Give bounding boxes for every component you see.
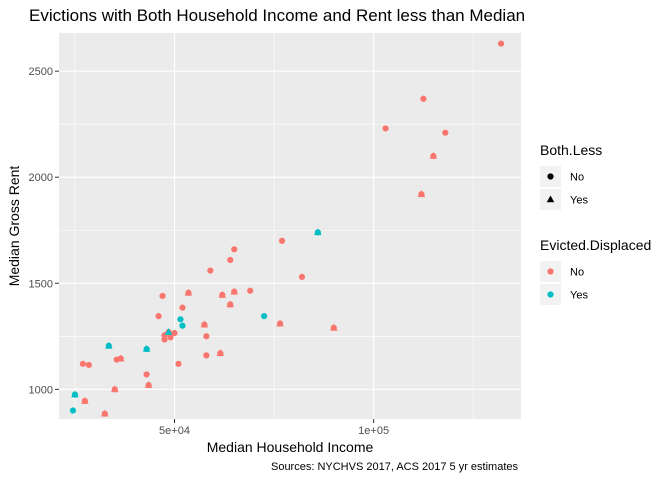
data-point-triangle (226, 300, 235, 308)
data-point-circle (179, 322, 186, 329)
data-point-circle (155, 313, 162, 320)
legend-title: Evicted.Displaced (540, 237, 651, 253)
data-point-triangle (314, 228, 322, 236)
legend-1: Evicted.Displaced No Yes (540, 237, 651, 305)
chart-title: Evictions with Both Household Income and… (29, 6, 525, 25)
data-point-circle (143, 371, 150, 378)
legend-title: Both.Less (540, 142, 602, 158)
plot-panel (59, 33, 521, 419)
data-point-triangle (71, 390, 79, 398)
data-point-triangle (230, 287, 239, 295)
data-point-triangle (200, 320, 209, 328)
data-point-circle (171, 330, 178, 337)
grid-lines (59, 33, 521, 419)
data-point-circle (85, 361, 92, 369)
data-point-circle (442, 129, 449, 136)
data-point-triangle (218, 290, 227, 298)
data-point-circle (227, 256, 234, 264)
legend-0: Both.Less No Yes (540, 142, 602, 210)
data-point-triangle (429, 152, 438, 159)
data-point-circle (207, 267, 214, 274)
data-point-circle (179, 304, 186, 311)
x-tick-label: 1e+05 (358, 425, 389, 437)
y-tick-label: 1000 (29, 384, 53, 396)
legends: Both.Less No Yes Evicted.Displaced No Yes (540, 142, 651, 305)
data-point-triangle (144, 381, 153, 388)
data-point-circle (420, 95, 427, 102)
legend-key-triangle (546, 195, 555, 203)
data-point-triangle (417, 190, 426, 197)
data-point-circle (161, 336, 168, 343)
data-point-circle (298, 273, 306, 281)
data-point-circle (167, 334, 174, 341)
data-points (69, 40, 505, 417)
data-point-circle (159, 292, 166, 300)
data-point-triangle (101, 409, 109, 417)
legend-key-color (547, 268, 554, 275)
x-tick-label: 5e+04 (159, 425, 190, 437)
data-point-circle (203, 352, 210, 359)
data-point-circle (177, 316, 184, 323)
legend-key-circle (547, 173, 554, 180)
data-point-triangle (216, 349, 225, 357)
y-tick-label: 2000 (29, 172, 53, 184)
data-point-triangle (116, 354, 125, 362)
legend-key-color (547, 291, 554, 298)
caption: Sources: NYCHVS 2017, ACS 2017 5 yr esti… (271, 461, 519, 473)
data-point-triangle (276, 319, 284, 327)
data-point-circle (69, 407, 77, 414)
legend-label: No (570, 172, 584, 184)
legend-label: No (570, 267, 584, 279)
data-point-circle (79, 360, 86, 367)
data-point-triangle (104, 341, 113, 349)
y-tick-label: 2500 (29, 66, 53, 78)
data-point-circle (203, 333, 210, 340)
data-point-triangle (330, 323, 338, 331)
data-point-circle (278, 237, 286, 244)
data-point-circle (382, 125, 389, 132)
data-point-triangle (110, 385, 119, 393)
x-axis-title: Median Household Income (207, 439, 374, 455)
legend-label: Yes (570, 290, 588, 302)
axes: 5e+04 1e+05 1000 1500 2000 2500 (29, 66, 390, 437)
data-point-triangle (81, 396, 89, 404)
data-point-triangle (184, 288, 193, 296)
data-point-circle (231, 246, 238, 253)
legend-label: Yes (570, 195, 588, 207)
data-point-circle (175, 360, 182, 367)
data-point-triangle (164, 328, 173, 335)
y-tick-label: 1500 (29, 278, 53, 290)
data-point-triangle (142, 345, 151, 352)
data-point-circle (497, 40, 505, 47)
y-axis-title: Median Gross Rent (6, 166, 22, 287)
data-point-circle (247, 287, 254, 294)
data-point-circle (261, 313, 268, 320)
